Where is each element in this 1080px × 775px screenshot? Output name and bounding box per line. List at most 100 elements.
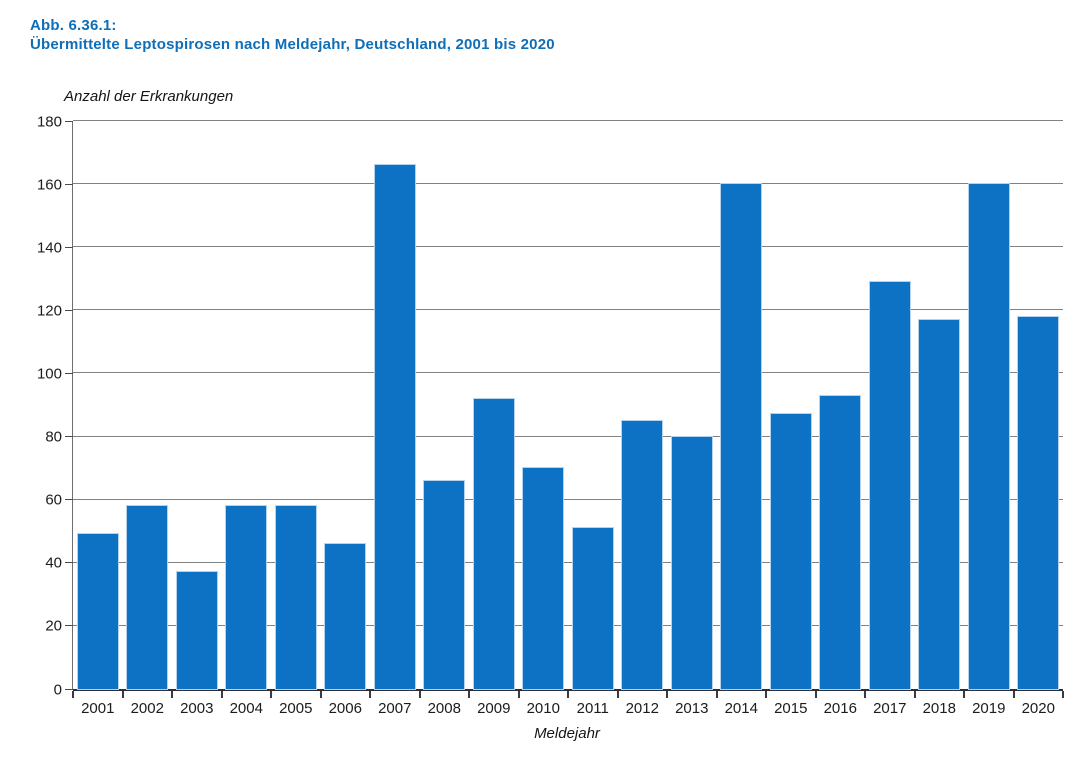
x-axis-tick-18 (963, 691, 965, 698)
plot-area: 0 20 40 60 80 100 120 140 160 180 2001 2002 2003 2004… (37, 113, 1064, 717)
x-axis-tick-16 (864, 691, 866, 698)
gridline-80 (73, 435, 1063, 437)
bar-2019 (968, 184, 1009, 689)
y-axis-tick-80 (65, 436, 73, 438)
x-tick-label-2011: 2011 (576, 700, 609, 717)
bar-column-2010 (519, 121, 569, 689)
x-tick-label-2019: 2019 (972, 700, 1006, 717)
x-axis-tick-2 (171, 691, 173, 698)
y-tick-label-0: 0 (53, 681, 62, 698)
bar-2015 (770, 414, 811, 689)
bar-2001 (77, 534, 118, 689)
x-axis-tick-1 (121, 691, 124, 698)
y-axis-tick-180 (65, 120, 73, 122)
bar-column-2005 (271, 121, 321, 689)
bar-2007 (374, 165, 415, 689)
bar-2012 (622, 420, 663, 689)
bar-2003 (176, 572, 217, 689)
bar-column-2017 (865, 121, 915, 689)
x-axis-tick-11 (616, 691, 619, 698)
x-tick-label-2018: 2018 (922, 700, 956, 717)
x-tick-label-2005: 2005 (279, 700, 313, 717)
figure-title: Übermittelte Leptospirosen nach Meldejah… (30, 36, 555, 53)
x-tick-label-2003: 2003 (180, 700, 214, 717)
y-axis-tick-0 (65, 688, 73, 690)
x-axis-tick-9 (517, 691, 520, 698)
y-axis-tick-160 (65, 183, 73, 185)
bar-2016 (820, 395, 861, 689)
y-tick-label-120: 120 (36, 302, 62, 320)
bar-column-2008 (420, 121, 470, 689)
gridline-100 (73, 372, 1063, 374)
y-axis-tick-100 (65, 372, 73, 374)
bar-2017 (869, 281, 910, 689)
y-tick-label-20: 20 (45, 617, 62, 635)
bar-column-2012 (618, 121, 668, 689)
bar-column-2015 (766, 121, 816, 689)
bar-2020 (1018, 316, 1059, 689)
bar-column-2018 (915, 121, 965, 689)
y-axis-tick-60 (65, 499, 73, 501)
bar-column-2014 (717, 121, 767, 689)
gridline-160 (73, 183, 1063, 185)
y-tick-label-100: 100 (36, 365, 62, 383)
x-axis-tick-4 (270, 691, 272, 698)
x-tick-label-2020: 2020 (1021, 700, 1055, 717)
bar-2014 (721, 184, 762, 689)
x-axis-tick-7 (418, 691, 421, 698)
x-axis-tick-12 (666, 691, 668, 698)
bar-column-2006 (321, 121, 371, 689)
bar-column-2001 (73, 121, 123, 689)
figure-number-label: Abb. 6.36.1: (30, 17, 117, 34)
x-tick-label-2002: 2002 (130, 700, 164, 717)
bar-column-2011 (568, 121, 618, 689)
y-axis-tick-40 (65, 562, 73, 564)
y-tick-label-80: 80 (45, 428, 62, 446)
bar-2010 (523, 468, 564, 689)
bar-column-2020 (1014, 121, 1064, 689)
x-axis-tick-6 (369, 691, 371, 698)
bar-2011 (572, 528, 613, 689)
x-tick-label-2016: 2016 (823, 700, 857, 717)
x-axis-tick-10 (567, 691, 569, 698)
bar-column-2009 (469, 121, 519, 689)
x-tick-label-2001: 2001 (81, 700, 115, 717)
x-axis-tick-13 (715, 691, 718, 698)
x-axis-tick-19 (1012, 691, 1015, 698)
x-axis-tick-5 (319, 691, 322, 698)
y-axis-tick-20 (65, 625, 73, 627)
x-axis-line (73, 689, 1063, 691)
bar-2009 (473, 398, 514, 689)
x-axis-tick-0 (72, 691, 74, 698)
gridline-20 (73, 624, 1063, 626)
bar-2006 (325, 543, 366, 689)
bar-column-2002 (123, 121, 173, 689)
bar-column-2007 (370, 121, 420, 689)
bar-2002 (127, 505, 168, 689)
x-tick-label-2010: 2010 (526, 700, 560, 717)
gridline-120 (73, 309, 1063, 311)
x-tick-label-2007: 2007 (378, 700, 412, 717)
y-tick-label-140: 140 (36, 239, 62, 257)
x-axis-title: Meldejahr (534, 725, 600, 742)
bar-2004 (226, 505, 267, 689)
bar-2005 (275, 505, 316, 689)
bar-column-2016 (816, 121, 866, 689)
x-axis-tick-8 (468, 691, 470, 698)
gridline-60 (73, 498, 1063, 500)
bar-2013 (671, 436, 712, 689)
x-axis-tick-17 (913, 691, 916, 698)
x-axis-tick-20 (1062, 691, 1064, 698)
y-axis-tick-120 (65, 309, 73, 311)
y-tick-label-40: 40 (45, 554, 62, 572)
gridline-140 (73, 246, 1063, 248)
bar-2008 (424, 480, 465, 689)
bar-2018 (919, 319, 960, 689)
x-tick-label-2014: 2014 (724, 700, 758, 717)
x-tick-label-2004: 2004 (229, 700, 263, 717)
x-tick-label-2006: 2006 (328, 700, 362, 717)
x-axis-tick-14 (765, 691, 767, 698)
y-axis-title: Anzahl der Erkrankungen (64, 88, 234, 105)
x-axis-tick-3 (220, 691, 223, 698)
bar-column-2013 (667, 121, 717, 689)
